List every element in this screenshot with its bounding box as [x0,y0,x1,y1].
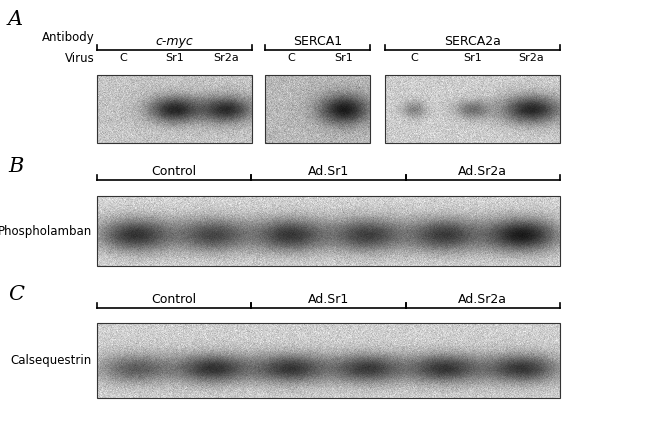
Text: SERCA1: SERCA1 [293,35,342,48]
Text: Sr1: Sr1 [165,53,184,63]
Text: Sr1: Sr1 [463,53,482,63]
Bar [97,323,560,398]
Text: C: C [119,53,127,63]
Text: Sr2a: Sr2a [213,53,239,63]
Text: Ad.Sr1: Ad.Sr1 [308,293,349,306]
Text: C: C [410,53,418,63]
Bar [97,196,560,266]
Text: Sr1: Sr1 [334,53,353,63]
Text: Ad.Sr1: Ad.Sr1 [308,165,349,178]
Text: c-myc: c-myc [155,35,194,48]
Text: Phospholamban: Phospholamban [0,225,92,237]
Text: B: B [8,157,23,176]
Text: Ad.Sr2a: Ad.Sr2a [458,293,508,306]
Text: Ad.Sr2a: Ad.Sr2a [458,165,508,178]
Text: Sr2a: Sr2a [518,53,543,63]
Text: SERCA2a: SERCA2a [444,35,501,48]
Text: A: A [8,10,23,29]
Bar [265,75,370,143]
Text: Control: Control [151,165,197,178]
Text: C: C [287,53,295,63]
Text: Control: Control [151,293,197,306]
Bar [385,75,560,143]
Text: C: C [8,285,24,304]
Text: Antibody: Antibody [42,31,95,44]
Text: Calsequestrin: Calsequestrin [11,354,92,367]
Bar [97,75,252,143]
Text: Virus: Virus [65,52,95,64]
